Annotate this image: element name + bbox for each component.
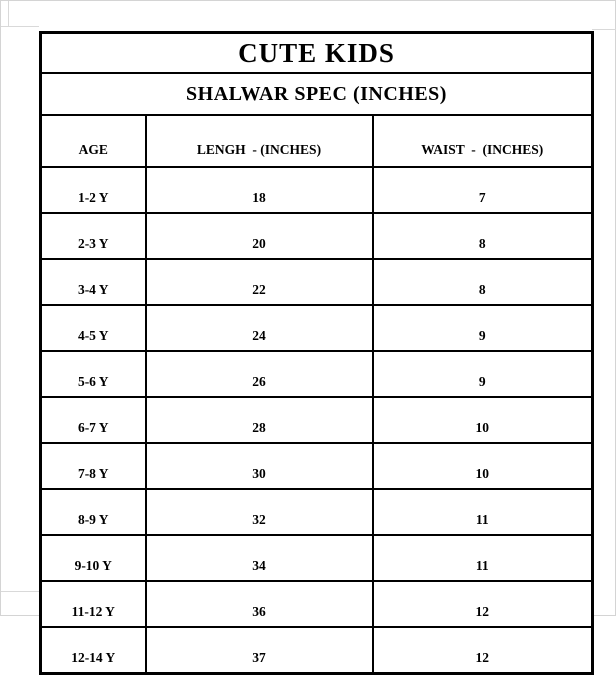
- table-body: 1-2 Y 18 7 2-3 Y 20 8 3-4 Y 22 8 4-5 Y 2…: [39, 166, 594, 675]
- waist-cell: 11: [371, 488, 594, 536]
- age-cell: 11-12 Y: [39, 580, 147, 628]
- age-cell: 9-10 Y: [39, 534, 147, 582]
- waist-cell: 7: [371, 166, 594, 214]
- waist-cell: 12: [371, 580, 594, 628]
- column-header-waist: WAIST - (INCHES): [371, 114, 594, 168]
- age-cell: 4-5 Y: [39, 304, 147, 352]
- length-cell: 20: [144, 212, 374, 260]
- age-cell: 5-6 Y: [39, 350, 147, 398]
- table-row: 7-8 Y 30 10: [39, 442, 594, 490]
- subtitle-row: SHALWAR SPEC (INCHES): [39, 72, 594, 116]
- age-cell: 1-2 Y: [39, 166, 147, 214]
- age-cell: 8-9 Y: [39, 488, 147, 536]
- length-cell: 34: [144, 534, 374, 582]
- length-cell: 37: [144, 626, 374, 675]
- table-row: 4-5 Y 24 9: [39, 304, 594, 352]
- sheet-gridline-bottom-left: [1, 591, 39, 592]
- table-row: 5-6 Y 26 9: [39, 350, 594, 398]
- length-cell: 36: [144, 580, 374, 628]
- waist-cell: 10: [371, 396, 594, 444]
- waist-cell: 9: [371, 350, 594, 398]
- table-row: 6-7 Y 28 10: [39, 396, 594, 444]
- age-cell: 12-14 Y: [39, 626, 147, 675]
- age-cell: 6-7 Y: [39, 396, 147, 444]
- column-header-length: LENGH - (INCHES): [144, 114, 374, 168]
- waist-cell: 8: [371, 258, 594, 306]
- table-row: 8-9 Y 32 11: [39, 488, 594, 536]
- age-cell: 3-4 Y: [39, 258, 147, 306]
- table-row: 2-3 Y 20 8: [39, 212, 594, 260]
- sheet-gridline-top-right: [592, 29, 616, 30]
- sheet-gridline-top-left: [1, 26, 39, 27]
- waist-cell: 8: [371, 212, 594, 260]
- age-cell: 2-3 Y: [39, 212, 147, 260]
- length-cell: 30: [144, 442, 374, 490]
- size-spec-table: CUTE KIDS SHALWAR SPEC (INCHES) AGE LENG…: [39, 31, 594, 675]
- waist-cell: 9: [371, 304, 594, 352]
- table-row: 1-2 Y 18 7: [39, 166, 594, 214]
- table-subtitle: SHALWAR SPEC (INCHES): [39, 72, 594, 116]
- age-cell: 7-8 Y: [39, 442, 147, 490]
- sheet-gridline-left-vertical: [8, 1, 9, 26]
- table-row: 3-4 Y 22 8: [39, 258, 594, 306]
- title-row: CUTE KIDS: [39, 31, 594, 74]
- length-cell: 22: [144, 258, 374, 306]
- table-row: 11-12 Y 36 12: [39, 580, 594, 628]
- waist-cell: 10: [371, 442, 594, 490]
- length-cell: 26: [144, 350, 374, 398]
- length-cell: 18: [144, 166, 374, 214]
- table-row: 12-14 Y 37 12: [39, 626, 594, 675]
- waist-cell: 11: [371, 534, 594, 582]
- length-cell: 32: [144, 488, 374, 536]
- length-cell: 24: [144, 304, 374, 352]
- column-header-age: AGE: [39, 114, 147, 168]
- length-cell: 28: [144, 396, 374, 444]
- column-header-row: AGE LENGH - (INCHES) WAIST - (INCHES): [39, 114, 594, 168]
- table-title: CUTE KIDS: [39, 31, 594, 74]
- waist-cell: 12: [371, 626, 594, 675]
- table-row: 9-10 Y 34 11: [39, 534, 594, 582]
